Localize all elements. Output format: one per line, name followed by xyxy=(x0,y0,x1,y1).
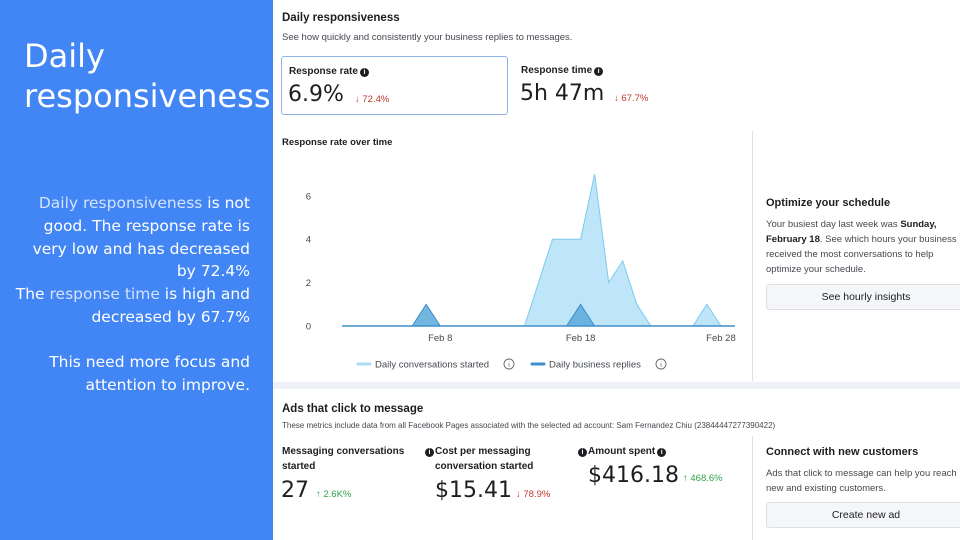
slide-text: is not good. The response rate is very l… xyxy=(32,194,250,281)
connect-text: Ads that click to message can help you r… xyxy=(766,468,957,494)
cost-per-conversation-value: $15.41 xyxy=(435,478,512,503)
slide-text: The xyxy=(15,285,50,304)
response-time-card[interactable]: Response time i 5h 47m ↓ 67.7% xyxy=(515,56,742,115)
optimize-title: Optimize your schedule xyxy=(766,197,891,209)
ads-subtitle: These metrics include data from all Face… xyxy=(282,421,776,430)
slide-paragraph-2: The response time is high and decreased … xyxy=(10,283,250,329)
response-rate-chart: Response rate over time 0 2 4 6 Feb 8 Feb 18 Fe… xyxy=(282,137,736,371)
messaging-conversations-value: 27 xyxy=(281,478,309,503)
info-icon xyxy=(655,358,667,370)
ads-title: Ads that click to message xyxy=(282,403,424,415)
x-tick-label: Feb 28 xyxy=(706,333,736,344)
amount-spent-label: i Amount spent i xyxy=(578,444,667,459)
optimize-text-b: . See which hours your business received… xyxy=(766,234,957,275)
info-icon[interactable]: i xyxy=(657,448,667,457)
y-tick-label: 2 xyxy=(306,278,311,289)
response-time-value: 5h 47m xyxy=(520,81,605,106)
messaging-conversations-label: Messaging conversations started xyxy=(282,444,404,474)
cost-per-conversation-label: i Cost per messaging conversation started xyxy=(425,444,533,474)
label-text: Cost per messaging xyxy=(435,446,531,457)
y-tick-label: 6 xyxy=(306,191,311,202)
info-icon-glyph: i xyxy=(508,362,510,369)
optimize-text-bold: Sunday, February 18 xyxy=(766,219,937,245)
section-divider xyxy=(273,382,960,389)
y-tick-label: 0 xyxy=(306,322,311,333)
label-text: Amount spent xyxy=(588,446,656,457)
response-rate-value: 6.9% xyxy=(288,82,344,107)
optimize-text: Your busiest day last week was Sunday, F… xyxy=(766,217,960,277)
response-rate-card[interactable]: Response rate i 6.9% ↓ 72.4% xyxy=(281,56,508,115)
slide-highlight: Daily responsiveness xyxy=(38,194,203,212)
x-tick-label: Feb 18 xyxy=(566,333,596,344)
slide-paragraph-1: Daily responsiveness is not good. The re… xyxy=(10,192,250,283)
info-icon-glyph: i xyxy=(660,362,662,369)
response-rate-label: Response rate i xyxy=(289,66,369,77)
slide-panel: Daily responsiveness Daily responsivenes… xyxy=(0,0,273,540)
cost-per-conversation-delta: ↓ 78.9% xyxy=(516,489,551,500)
responsiveness-subtitle: See how quickly and consistently your bu… xyxy=(282,32,573,43)
slide-paragraph-3: This need more focus and attention to im… xyxy=(49,352,250,394)
create-new-ad-button[interactable]: Create new ad xyxy=(766,502,960,528)
amount-spent-delta: ↑ 468.6% xyxy=(683,473,723,484)
response-time-delta: ↓ 67.7% xyxy=(614,93,649,104)
info-icon xyxy=(503,358,515,370)
see-hourly-insights-button[interactable]: See hourly insights xyxy=(766,284,960,310)
label-line: Messaging conversations xyxy=(282,446,405,457)
x-tick-label: Feb 8 xyxy=(428,333,452,344)
insights-screenshot: Daily responsiveness See how quickly and… xyxy=(273,0,960,540)
response-time-label-text: Response time xyxy=(521,65,593,76)
series-area-conversations xyxy=(342,174,735,327)
responsiveness-title: Daily responsiveness xyxy=(282,12,400,24)
slide-body: Daily responsiveness is not good. The re… xyxy=(10,192,250,396)
info-icon[interactable]: i xyxy=(359,68,369,77)
y-tick-label: 4 xyxy=(306,235,311,246)
info-icon[interactable]: i xyxy=(425,448,434,457)
response-rate-delta: ↓ 72.4% xyxy=(355,94,390,105)
response-rate-label-text: Response rate xyxy=(289,66,358,77)
info-icon[interactable]: i xyxy=(578,448,587,457)
messaging-conversations-delta: ↑ 2.6K% xyxy=(316,489,352,500)
label-line: started xyxy=(282,461,316,472)
response-time-label: Response time i xyxy=(521,65,604,76)
vertical-divider xyxy=(752,131,753,381)
slide-text: is high and decreased by 67.7% xyxy=(91,285,250,326)
chart-title: Response rate over time xyxy=(282,137,392,148)
legend-label: Daily business replies xyxy=(549,360,641,371)
optimize-text-a: Your busiest day last week was xyxy=(766,219,901,230)
label-line: conversation started xyxy=(435,461,534,472)
connect-title: Connect with new customers xyxy=(766,446,919,458)
legend-label: Daily conversations started xyxy=(375,360,489,371)
slide-highlight: response time xyxy=(49,285,160,304)
label-line: i Cost per messaging xyxy=(425,444,533,459)
slide-title: Daily responsiveness xyxy=(24,37,271,115)
spacer xyxy=(10,329,250,351)
info-icon[interactable]: i xyxy=(594,67,604,76)
amount-spent-value: $416.18 xyxy=(588,463,679,488)
vertical-divider xyxy=(752,436,753,540)
